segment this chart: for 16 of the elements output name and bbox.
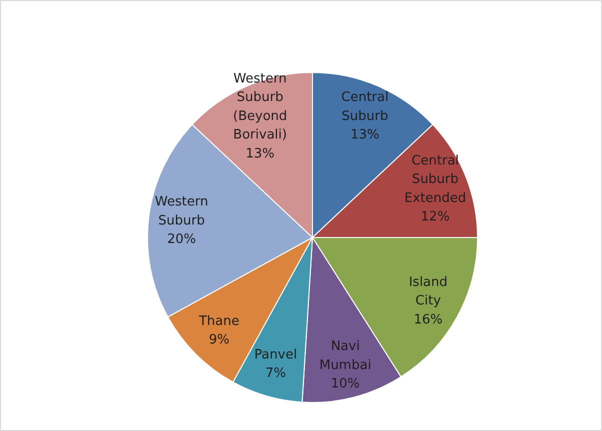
data-label: 20% (167, 232, 196, 248)
slice-label: Central Suburb Extended (404, 153, 466, 206)
slice-label: Western Suburb (Beyond Borivali) (233, 71, 288, 143)
data-label: 7% (265, 366, 286, 382)
data-label: 13% (350, 128, 380, 143)
slice-label: Panvel (254, 347, 298, 362)
data-label: 16% (414, 312, 443, 328)
data-label: 10% (330, 376, 360, 392)
slice-label: Central Suburb (341, 90, 389, 124)
slice-label: Western Suburb (154, 194, 208, 228)
slice-label: Navi Mumbai (319, 339, 372, 373)
slice-label: Thane (198, 314, 240, 329)
data-label: 12% (420, 210, 450, 225)
data-label: 9% (208, 332, 230, 348)
data-label: 13% (246, 146, 275, 162)
slice-label: Island City (408, 274, 448, 309)
